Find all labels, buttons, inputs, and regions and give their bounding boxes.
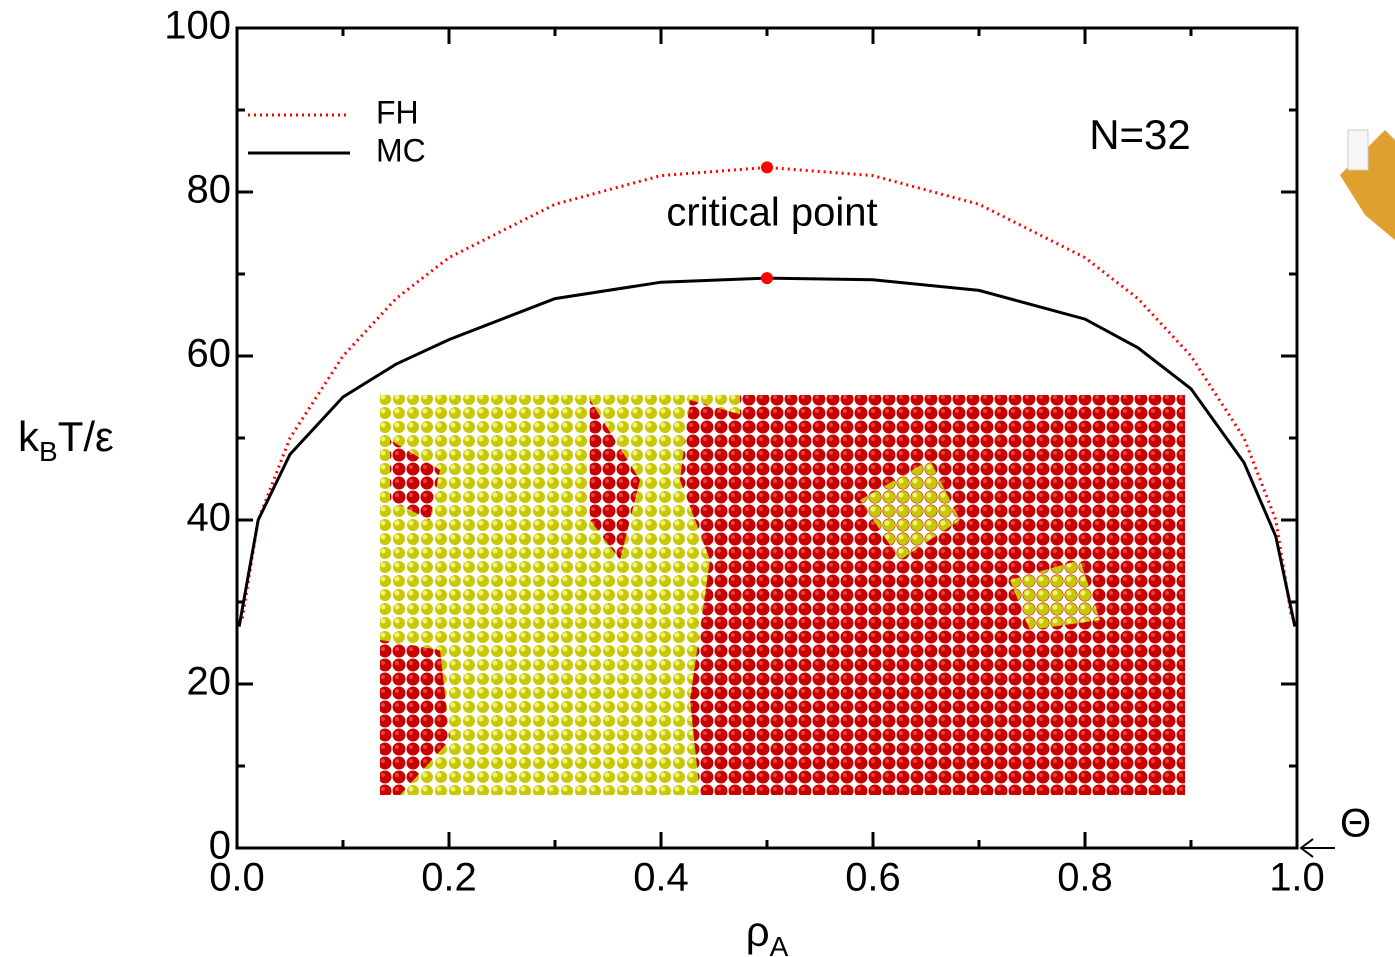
- line: [240, 165, 1294, 619]
- simulation-snapshot: [380, 395, 1185, 795]
- x-axis-label: ρA: [746, 908, 789, 957]
- x-tick-label: 0.2: [421, 856, 477, 900]
- plot-frame: [235, 26, 1299, 850]
- y-tick-label: 80: [187, 168, 232, 212]
- y-tick-label: 20: [187, 660, 232, 704]
- legend-label: FH: [376, 94, 419, 130]
- theta-arrow: [1299, 838, 1335, 858]
- annotation: critical point: [666, 191, 877, 235]
- axes: 0.0 0.2 0.4 0.6 0.8 1.0 0 20 40 60 80 100: [164, 4, 1325, 900]
- corner-icon: [1340, 129, 1395, 240]
- x-tick-label: 0.4: [633, 856, 689, 900]
- y-axis-label: kBT/ε: [18, 413, 114, 467]
- x-label-main: ρ: [746, 908, 770, 955]
- x-tick-label: 0.6: [845, 856, 901, 900]
- x-tick-label: 0.8: [1057, 856, 1113, 900]
- y-label-rest: T/ε: [58, 413, 114, 460]
- critical-point: [761, 272, 773, 285]
- x-tick-label: 1.0: [1269, 856, 1325, 900]
- annotation: N=32: [1089, 111, 1191, 158]
- x-tick-label: 0.0: [209, 856, 265, 900]
- x-label-sub: A: [770, 931, 789, 957]
- legend-label: MC: [376, 132, 426, 168]
- y-tick-label: 100: [164, 4, 231, 48]
- annotation: Θ: [1340, 802, 1371, 846]
- y-tick-label: 60: [187, 332, 232, 376]
- y-label-sub: B: [39, 436, 58, 467]
- y-tick-label: 40: [187, 496, 232, 540]
- critical-point: [761, 161, 773, 174]
- y-label-main: k: [18, 413, 40, 460]
- y-tick-label: 0: [209, 824, 231, 868]
